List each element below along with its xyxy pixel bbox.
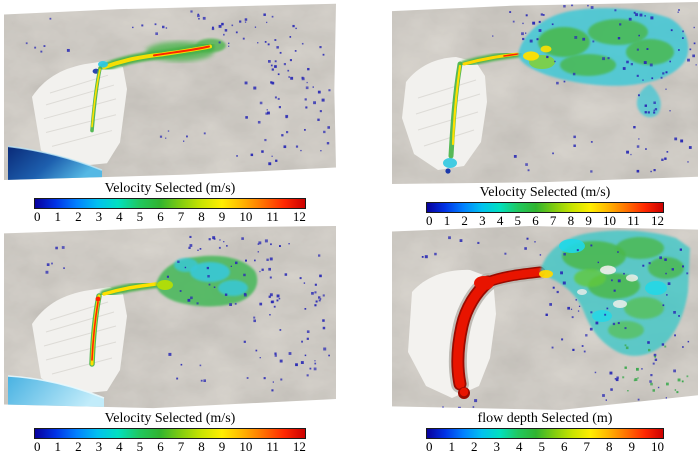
colorbar-tick-label: 5 xyxy=(136,209,144,224)
flow-map xyxy=(4,226,336,409)
colorbar xyxy=(426,202,664,213)
colorbar xyxy=(34,198,306,209)
panel-bottom-left: Velocity Selected (m/s) 0 1 2 3 4 5 6 7 8 9 10 11 12 xyxy=(4,226,336,454)
colorbar-tick-label: 0 xyxy=(34,439,41,454)
colorbar-ticks: 0 1 2 3 4 5 6 7 8 9 10 xyxy=(426,439,664,454)
colorbar-tick-label: 9 xyxy=(585,213,592,228)
colorbar-tick-label: 0 xyxy=(426,213,433,228)
colorbar-tick-label: 3 xyxy=(493,439,501,454)
colorbar-tick-label: 7 xyxy=(583,439,591,454)
colorbar-tick-label: 3 xyxy=(479,213,486,228)
vegetation-speckles xyxy=(421,236,690,410)
colorbar-title: Velocity Selected (m/s) xyxy=(104,181,236,196)
velocity-overlay xyxy=(89,255,258,367)
colorbar-legend: Velocity Selected (m/s) 0 1 2 3 4 5 6 7 8 9 10 11 12 xyxy=(4,410,336,454)
colorbar-tick-label: 1 xyxy=(448,439,456,454)
colorbar-tick-label: 12 xyxy=(292,209,306,224)
colorbar-title: flow depth Selected (m) xyxy=(477,411,613,426)
colorbar-tick-label: 4 xyxy=(496,213,504,228)
colorbar-tick-label: 6 xyxy=(561,439,568,454)
vegetation-speckles xyxy=(25,10,331,166)
water-body xyxy=(7,375,105,409)
colorbar xyxy=(34,428,306,439)
colorbar-legend: flow depth Selected (m) 0 1 2 3 4 5 6 7 8 9 10 xyxy=(392,410,698,454)
colorbar-tick-label: 12 xyxy=(650,213,664,228)
colorbar-tick-label: 12 xyxy=(292,439,306,454)
flow-map xyxy=(392,226,698,410)
velocity-overlay xyxy=(443,8,689,174)
colorbar-tick-label: 7 xyxy=(177,439,185,454)
colorbar-tick-label: 3 xyxy=(95,209,103,224)
colorbar-tick-label: 11 xyxy=(627,213,640,228)
velocity-overlay xyxy=(90,38,226,133)
colorbar-tick-label: 4 xyxy=(116,439,123,454)
colorbar-tick-label: 8 xyxy=(606,439,613,454)
colorbar-tick-label: 9 xyxy=(218,209,226,224)
vegetation-speckles xyxy=(45,235,330,392)
colorbar-tick-label: 7 xyxy=(177,209,185,224)
flow-map-canvas xyxy=(392,2,698,184)
flow-map xyxy=(4,3,336,180)
colorbar-tick-label: 11 xyxy=(266,209,279,224)
colorbar-tick-label: 2 xyxy=(75,439,82,454)
colorbar-tick-label: 10 xyxy=(239,439,253,454)
colorbar-tick-label: 10 xyxy=(651,439,664,454)
colorbar-tick-label: 8 xyxy=(198,439,205,454)
colorbar-tick-label: 1 xyxy=(54,209,62,224)
colorbar-ticks: 0 1 2 3 4 5 6 7 8 9 10 11 12 xyxy=(34,209,306,224)
colorbar-legend: Velocity Selected (m/s) 0 1 2 3 4 5 6 7 8 9 10 11 12 xyxy=(4,180,336,224)
colorbar-legend: Velocity Selected (m/s) 0 1 2 3 4 5 6 7 8 9 10 11 12 xyxy=(392,184,698,228)
colorbar-tick-label: 10 xyxy=(603,213,617,228)
white-deposit-area xyxy=(402,57,487,170)
colorbar-ticks: 0 1 2 3 4 5 6 7 8 9 10 11 12 xyxy=(34,439,306,454)
colorbar-tick-label: 9 xyxy=(628,439,636,454)
colorbar-tick-label: 6 xyxy=(157,209,164,224)
panel-bottom-right: flow depth Selected (m) 0 1 2 3 4 5 6 7 8 9 10 xyxy=(392,226,698,454)
colorbar-tick-label: 5 xyxy=(136,439,144,454)
colorbar-tick-label: 1 xyxy=(443,213,451,228)
colorbar-tick-label: 10 xyxy=(239,209,253,224)
colorbar-tick-label: 2 xyxy=(461,213,468,228)
white-deposit-area xyxy=(32,287,127,395)
colorbar-tick-label: 0 xyxy=(426,439,433,454)
colorbar-tick-label: 4 xyxy=(516,439,523,454)
colorbar-tick-label: 5 xyxy=(538,439,546,454)
colorbar-tick-label: 2 xyxy=(75,209,82,224)
panel-top-left: Velocity Selected (m/s) 0 1 2 3 4 5 6 7 8 9 10 11 12 xyxy=(4,2,336,224)
flow-map-canvas xyxy=(4,3,336,180)
colorbar-ticks: 0 1 2 3 4 5 6 7 8 9 10 11 12 xyxy=(426,213,664,228)
colorbar-tick-label: 8 xyxy=(567,213,575,228)
colorbar-tick-label: 6 xyxy=(157,439,164,454)
flow-map xyxy=(392,2,698,184)
panel-top-right: Velocity Selected (m/s) 0 1 2 3 4 5 6 7 8 9 10 11 12 xyxy=(392,2,698,228)
colorbar-tick-label: 7 xyxy=(549,213,557,228)
colorbar-tick-label: 11 xyxy=(266,439,279,454)
flow-map-canvas xyxy=(4,226,336,409)
colorbar-tick-label: 0 xyxy=(34,209,41,224)
colorbar-tick-label: 6 xyxy=(532,213,539,228)
colorbar-tick-label: 5 xyxy=(514,213,522,228)
flow-map-canvas xyxy=(392,226,698,410)
colorbar-title: Velocity Selected (m/s) xyxy=(104,411,236,426)
colorbar-tick-label: 3 xyxy=(95,439,103,454)
colorbar-tick-label: 4 xyxy=(116,209,123,224)
flow-depth-overlay xyxy=(448,230,690,399)
colorbar xyxy=(426,428,664,439)
colorbar-tick-label: 1 xyxy=(54,439,62,454)
colorbar-title: Velocity Selected (m/s) xyxy=(479,185,611,200)
vegetation-speckles xyxy=(492,4,697,173)
colorbar-tick-label: 2 xyxy=(471,439,478,454)
colorbar-tick-label: 9 xyxy=(218,439,226,454)
water-body xyxy=(7,145,103,180)
colorbar-tick-label: 8 xyxy=(198,209,205,224)
